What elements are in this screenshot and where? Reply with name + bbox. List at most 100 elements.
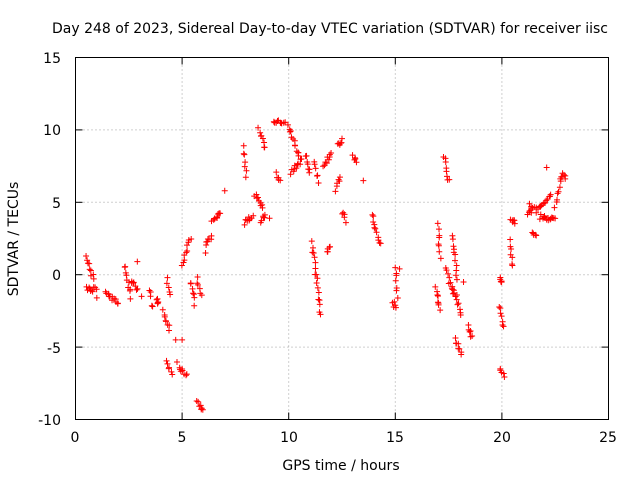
data-point [435,293,441,300]
x-tick-label: 20 [493,430,511,446]
data-point [497,305,504,312]
data-point [337,140,344,147]
data-point [258,132,265,139]
data-point [449,283,456,290]
data-point [169,371,176,378]
data-point [89,287,96,294]
data-point [189,285,196,292]
data-point [469,332,476,339]
data-point [287,128,294,134]
data-point [435,301,442,308]
data-point [162,317,169,324]
data-point [542,200,548,207]
data-point [168,368,175,375]
data-point [454,301,461,308]
data-point [497,310,504,317]
data-point [325,156,332,163]
data-point [551,204,558,211]
data-point [536,216,543,223]
data-point [434,299,441,306]
data-point [501,373,508,380]
data-point [499,321,506,328]
data-point [183,371,190,378]
data-point [543,197,550,204]
data-point [87,267,94,274]
data-point [130,279,137,286]
data-point [392,277,399,284]
data-point [191,302,198,309]
data-point [188,235,195,242]
data-point [314,172,321,179]
data-point [83,253,90,260]
data-point [147,293,154,300]
data-point [127,295,134,302]
data-point [533,232,540,239]
data-point [312,265,319,272]
data-point [213,214,220,221]
data-point [255,124,262,131]
data-point [444,173,451,180]
data-point [332,188,339,195]
data-point [371,224,378,231]
data-point [327,243,334,250]
y-tick-label: -5 [47,341,61,357]
data-point [467,328,474,335]
data-point [183,249,190,256]
data-point [315,289,322,296]
data-point [183,242,190,249]
data-point [547,191,554,198]
data-point [89,288,96,295]
data-point [309,249,316,256]
data-point [313,271,320,278]
data-point [254,194,261,201]
data-point [277,177,284,184]
x-tick-label: 5 [178,430,187,446]
data-point [322,159,329,166]
data-point [243,167,250,174]
data-point [146,287,153,294]
data-point [93,286,100,293]
data-point [166,327,173,334]
data-point [452,334,459,341]
data-point [376,239,383,246]
data-point [532,231,539,238]
data-point [543,164,550,171]
data-point [511,220,518,227]
data-point [195,398,202,405]
data-point [217,210,224,217]
data-point [396,265,403,272]
data-point [369,211,376,218]
data-point [292,142,299,149]
data-point [443,168,450,175]
data-point [320,163,327,170]
data-point [194,273,201,280]
data-point [86,266,93,273]
data-marks [83,117,569,413]
grid [75,57,609,420]
data-point [342,219,349,226]
data-point [184,248,191,255]
data-point [432,283,439,290]
data-point [241,151,248,158]
data-point [457,311,464,318]
data-point [317,311,324,318]
data-point [436,226,443,233]
data-point [167,291,174,298]
data-point [210,216,217,223]
data-point [306,169,313,176]
data-point [165,284,172,291]
x-tick-label: 10 [280,430,298,446]
data-point [202,249,209,256]
data-point [161,313,168,320]
data-point [456,345,463,352]
data-point [126,287,133,294]
y-tick-labels: -10 -5 0 5 10 15 [38,51,61,429]
data-point [172,336,179,343]
data-point [437,307,444,314]
data-point [266,215,273,222]
data-point [555,188,562,195]
data-point [453,262,460,269]
data-point [315,179,322,186]
data-point [443,267,450,274]
